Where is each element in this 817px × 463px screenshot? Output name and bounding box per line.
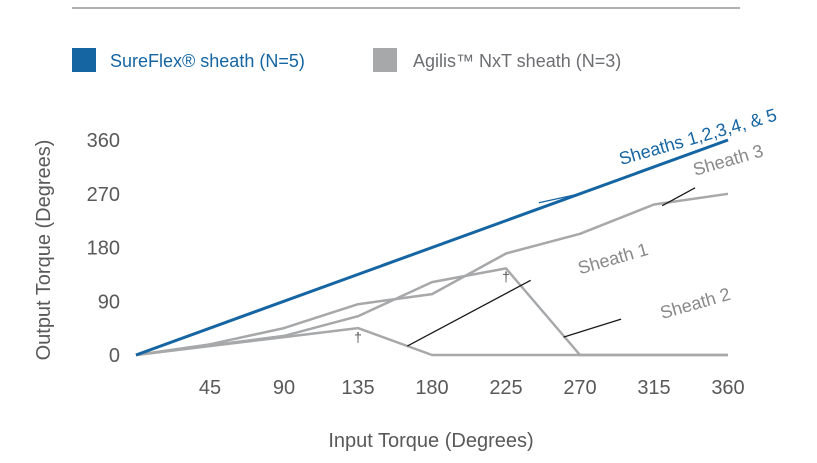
y-axis-label: Output Torque (Degrees) (33, 140, 55, 361)
x-tick-label: 45 (199, 377, 221, 399)
annotation-leader (661, 187, 696, 207)
annotation-label: Sheath 2 (658, 284, 733, 323)
series-layer (135, 138, 729, 357)
legend: SureFlex® sheath (N=5) Agilis™ NxT sheat… (72, 48, 621, 72)
x-tick-label: 180 (415, 377, 448, 399)
x-tick-label: 135 (341, 377, 374, 399)
series-line-sureflex (135, 138, 729, 357)
legend-label-agilis: Agilis™ NxT sheath (N=3) (413, 51, 621, 71)
dagger-mark: † (354, 329, 362, 345)
annotation-leader (538, 193, 581, 204)
y-tick-label: 0 (109, 345, 120, 367)
series-line-agilis-1 (135, 192, 729, 357)
legend-swatch-sureflex (72, 48, 96, 72)
annotation-label: Sheath 1 (576, 239, 651, 278)
x-tick-label: 270 (563, 377, 596, 399)
x-tick-label: 315 (637, 377, 670, 399)
y-tick-label: 270 (87, 184, 120, 206)
x-tick-label: 360 (711, 377, 744, 399)
legend-label-sureflex: SureFlex® sheath (N=5) (110, 51, 305, 71)
series-line-agilis-3 (135, 326, 728, 357)
annotation-label: Sheath 3 (691, 141, 766, 180)
dagger-mark: † (502, 269, 510, 285)
y-tick-label: 360 (87, 130, 120, 152)
annotation-leader (563, 318, 622, 338)
annotation-leader (407, 279, 531, 347)
y-tick-label: 180 (87, 238, 120, 260)
axes: 0 90 180 270 360 45 90 135 180 225 270 315 360 (87, 130, 745, 399)
x-tick-label: 90 (273, 377, 295, 399)
x-axis-label: Input Torque (Degrees) (328, 430, 533, 452)
y-tick-label: 90 (98, 291, 120, 313)
legend-swatch-agilis (373, 48, 397, 72)
x-tick-label: 225 (489, 377, 522, 399)
